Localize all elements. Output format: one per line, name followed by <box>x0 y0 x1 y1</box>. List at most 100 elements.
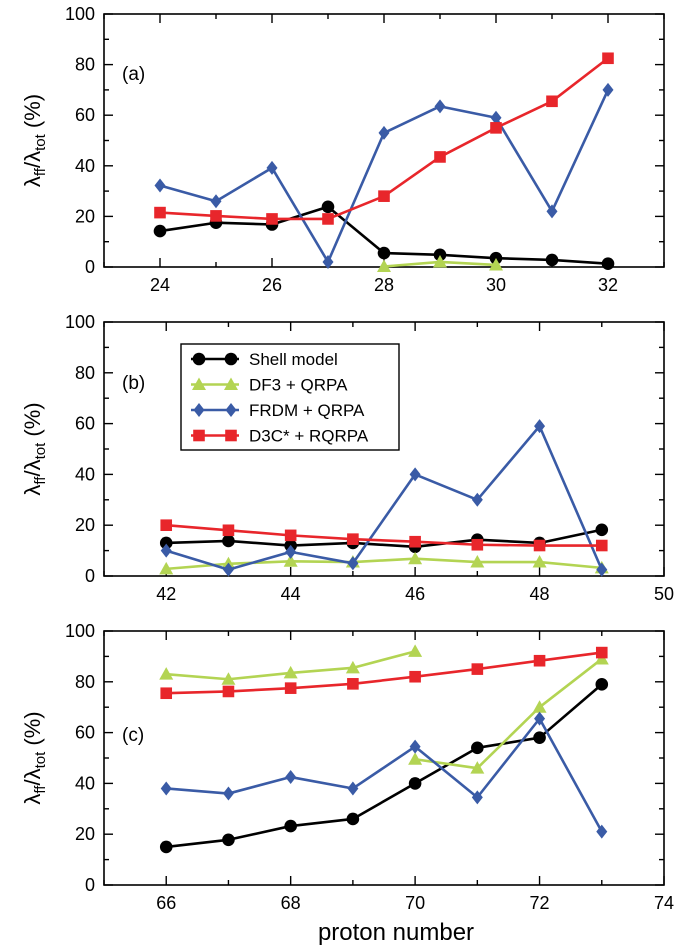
x-tick-label: 68 <box>281 893 301 913</box>
data-point <box>596 562 608 577</box>
series-df3-qrpa <box>377 254 503 272</box>
data-point <box>347 533 359 545</box>
legend-item-d3c-rqrpa: D3C* + RQRPA <box>191 427 369 446</box>
legend-item-df3-qrpa: DF3 + QRPA <box>191 376 348 395</box>
data-point <box>409 535 421 548</box>
y-axis-label-part: tot <box>32 133 49 151</box>
y-tick-label: 80 <box>75 363 95 383</box>
y-tick-label: 40 <box>75 773 95 793</box>
data-point <box>160 687 173 700</box>
y-axis-label-part: tot <box>32 442 49 460</box>
series-line <box>414 657 603 770</box>
y-tick-label: 0 <box>85 875 95 895</box>
data-point <box>222 786 234 801</box>
data-point <box>534 419 546 434</box>
data-point <box>222 685 235 698</box>
y-axis-label-part: ff <box>32 167 49 176</box>
y-axis-label-part: λ <box>20 485 45 496</box>
data-point <box>210 210 222 222</box>
y-axis-label-part: (%) <box>20 711 45 751</box>
data-point <box>546 204 558 219</box>
data-point <box>222 833 235 847</box>
x-tick-label: 46 <box>405 584 425 604</box>
legend-label: DF3 + QRPA <box>249 376 348 395</box>
data-point <box>534 711 546 726</box>
data-point <box>160 781 172 796</box>
x-tick-label: 72 <box>530 893 550 913</box>
data-point <box>283 665 298 679</box>
data-point <box>378 190 390 202</box>
data-point <box>159 536 173 550</box>
y-tick-label: 60 <box>75 105 95 125</box>
y-axis-label-part: tot <box>32 751 49 769</box>
data-point <box>545 253 559 267</box>
series-line <box>166 683 603 849</box>
legend-label: Shell model <box>249 350 338 369</box>
data-point <box>433 254 447 268</box>
y-axis-label: λff/λtot (%) <box>20 94 49 187</box>
x-tick-label: 24 <box>150 275 170 295</box>
data-point <box>266 213 278 225</box>
y-tick-label: 80 <box>75 55 95 75</box>
data-point <box>345 660 360 674</box>
y-tick-label: 40 <box>75 464 95 484</box>
data-point <box>490 110 502 125</box>
data-point <box>222 534 235 548</box>
panel-c: 66 68 70 72 74 0 20 40 60 80 100 λff/λtot (%) (c) <box>20 621 674 913</box>
data-point <box>595 523 609 537</box>
plot-frame <box>103 630 665 886</box>
data-point <box>285 544 297 559</box>
data-point <box>601 257 615 271</box>
panel-a: 24 26 28 30 32 0 20 40 60 80 100 λff/λtot (%) (a) <box>20 4 665 295</box>
legend-marker <box>193 429 205 442</box>
data-point <box>434 99 446 114</box>
legend-marker <box>225 429 237 442</box>
legend-marker <box>192 352 206 366</box>
x-tick-label: 42 <box>156 584 176 604</box>
data-point <box>533 731 546 744</box>
legend-label: D3C* + RQRPA <box>249 427 369 446</box>
y-axis-label-part: λ <box>20 176 45 187</box>
y-tick-label: 100 <box>65 4 95 24</box>
y-tick-label: 20 <box>75 206 95 226</box>
series-line <box>166 528 603 549</box>
data-point <box>377 259 391 272</box>
data-point <box>408 644 423 657</box>
y-axis-label-part: ff <box>32 476 49 485</box>
data-point <box>284 529 297 542</box>
legend-item-frdm-qrpa: FRDM + QRPA <box>191 401 365 420</box>
data-point <box>346 812 360 826</box>
data-point <box>284 682 297 694</box>
data-point <box>160 543 172 558</box>
y-axis-label-part: λ <box>20 794 45 805</box>
y-tick-label: 60 <box>75 414 95 434</box>
data-point <box>434 151 446 163</box>
legend-marker <box>224 377 238 390</box>
data-point <box>347 781 359 796</box>
data-point <box>533 539 546 552</box>
data-point <box>489 257 503 271</box>
data-point <box>532 700 547 713</box>
data-point <box>470 761 485 774</box>
data-point <box>409 670 421 683</box>
y-axis-label-part: /λ <box>20 151 45 168</box>
data-point <box>347 678 359 690</box>
y-tick-label: 100 <box>65 621 95 641</box>
data-point <box>154 178 166 193</box>
data-point <box>409 467 421 482</box>
panel-label: (a) <box>122 64 145 85</box>
series-line <box>166 557 602 571</box>
data-point <box>595 678 609 691</box>
data-point <box>283 554 298 567</box>
y-axis-label-part: /λ <box>20 459 45 476</box>
data-point <box>471 492 483 507</box>
y-tick-label: 20 <box>75 824 95 844</box>
panel-label: (b) <box>122 373 145 394</box>
legend-item-shell-model: Shell model <box>191 350 338 369</box>
series-line <box>166 717 603 833</box>
data-point <box>221 672 236 685</box>
x-tick-label: 44 <box>281 584 301 604</box>
data-point <box>284 819 297 833</box>
x-tick-label: 74 <box>654 893 674 913</box>
y-tick-label: 20 <box>75 515 95 535</box>
